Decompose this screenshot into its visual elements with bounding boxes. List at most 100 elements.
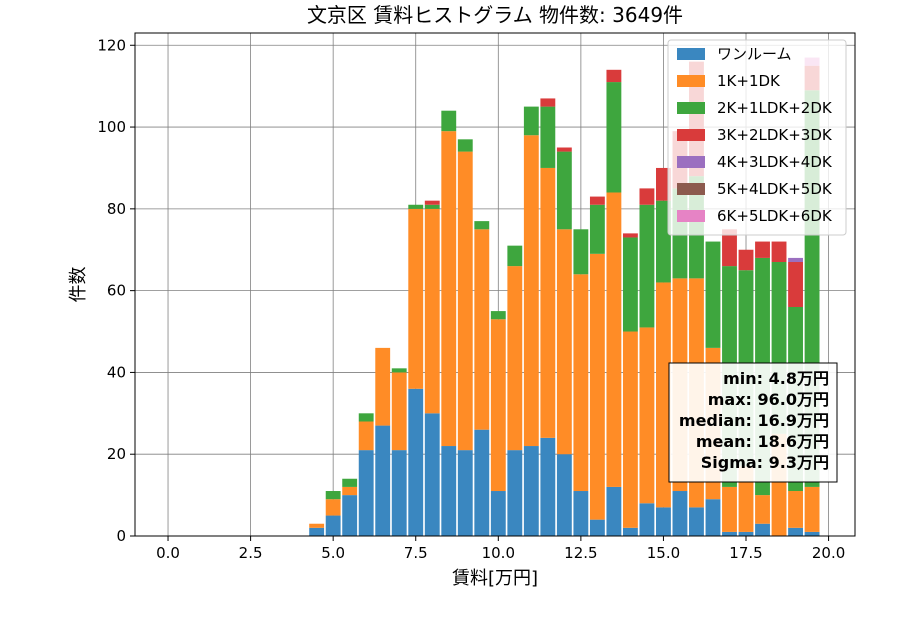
- stats-line: median: 16.9万円: [679, 411, 829, 430]
- x-tick-label: 0.0: [156, 544, 180, 562]
- bar-segment: [474, 429, 490, 536]
- stats-line: Sigma: 9.3万円: [701, 453, 829, 472]
- bar-segment: [788, 527, 803, 536]
- y-tick-label: 60: [107, 282, 126, 300]
- bar-segment: [804, 531, 820, 536]
- legend-label: 2K+1LDK+2DK: [717, 99, 833, 117]
- bar-segment: [523, 106, 539, 136]
- bar-segment: [589, 519, 605, 536]
- bar-segment: [375, 347, 391, 426]
- bar-segment: [788, 262, 803, 307]
- bar-segment: [325, 499, 341, 516]
- bar-segment: [507, 245, 523, 267]
- bar-segment: [556, 229, 572, 455]
- bar-segment: [540, 437, 556, 536]
- bar-segment: [556, 147, 572, 152]
- bar-segment: [424, 413, 440, 536]
- bar-segment: [788, 257, 803, 263]
- bar-segment: [672, 491, 688, 536]
- bar-segment: [689, 507, 704, 536]
- stats-line: max: 96.0万円: [708, 390, 829, 409]
- legend-label: 3K+2LDK+3DK: [717, 126, 833, 144]
- bar-segment: [441, 131, 457, 447]
- x-tick-label: 2.5: [239, 544, 263, 562]
- bar-segment: [622, 331, 638, 528]
- x-tick-label: 7.5: [404, 544, 428, 562]
- legend-swatch: [677, 183, 705, 195]
- bar-segment: [589, 253, 605, 520]
- bar-segment: [755, 523, 770, 536]
- x-tick-label: 20.0: [812, 544, 845, 562]
- bar-segment: [705, 241, 721, 348]
- bar-segment: [424, 204, 440, 209]
- bar-segment: [656, 167, 671, 201]
- legend-label: 6K+5LDK+6DK: [717, 207, 833, 225]
- stats-line: min: 4.8万円: [723, 369, 829, 388]
- y-axis-label: 件数: [68, 267, 89, 303]
- bar-segment: [639, 188, 655, 205]
- bar-segment: [606, 192, 622, 487]
- bar-segment: [573, 229, 589, 275]
- bar-segment: [457, 139, 473, 152]
- bar-segment: [622, 237, 638, 332]
- x-tick-label: 10.0: [482, 544, 515, 562]
- legend-label: ワンルーム: [717, 45, 792, 63]
- bar-segment: [391, 372, 407, 451]
- x-axis-ticks: 0.0 2.5 5.0 7.5 10.0 12.5 15.0 17.5 20.0: [156, 536, 845, 562]
- bar-segment: [622, 527, 638, 536]
- bar-segment: [738, 531, 754, 536]
- chart-title: 文京区 賃料ヒストグラム 物件数: 3649件: [307, 3, 683, 27]
- legend-label: 4K+3LDK+4DK: [717, 153, 833, 171]
- bar-segment: [656, 507, 671, 536]
- y-tick-label: 0: [116, 527, 126, 545]
- bar-segment: [441, 446, 457, 536]
- x-tick-label: 12.5: [564, 544, 597, 562]
- bar-segment: [606, 69, 622, 83]
- bar-segment: [656, 200, 671, 283]
- bar-segment: [788, 491, 803, 528]
- bar-segment: [639, 327, 655, 504]
- y-tick-label: 80: [107, 200, 126, 218]
- bar-segment: [342, 478, 358, 487]
- bar-segment: [540, 167, 556, 438]
- bar-segment: [375, 425, 391, 536]
- bar-segment: [474, 221, 490, 230]
- bar-segment: [804, 486, 820, 532]
- bar-segment: [606, 486, 622, 536]
- bar-segment: [342, 495, 358, 536]
- y-tick-label: 120: [97, 36, 126, 54]
- legend-swatch: [677, 210, 705, 222]
- bar-segment: [722, 486, 737, 532]
- bar-segment: [606, 82, 622, 193]
- bar-segment: [556, 151, 572, 230]
- bar-segment: [573, 274, 589, 492]
- legend-box: [667, 39, 847, 236]
- bar-segment: [771, 241, 787, 263]
- bar-segment: [309, 527, 325, 536]
- bar-segment: [589, 204, 605, 254]
- bar-segment: [738, 466, 754, 532]
- y-axis-ticks: 0 20 40 60 80 100 120: [97, 36, 135, 545]
- bar-segment: [523, 446, 539, 536]
- bar-segment: [424, 208, 440, 414]
- bar-segment: [556, 454, 572, 536]
- y-tick-label: 20: [107, 445, 126, 463]
- bar-segment: [540, 98, 556, 107]
- bar-segment: [309, 523, 325, 528]
- legend-swatch: [677, 156, 705, 168]
- bar-segment: [639, 204, 655, 328]
- bar-segment: [408, 388, 424, 536]
- bar-segment: [325, 515, 341, 536]
- bar-segment: [589, 196, 605, 205]
- bar-segment: [755, 241, 770, 258]
- y-tick-label: 100: [97, 118, 126, 136]
- bar-segment: [490, 491, 506, 536]
- bar-segment: [722, 531, 737, 536]
- legend-label: 1K+1DK: [717, 72, 781, 90]
- bar-segment: [540, 106, 556, 168]
- legend-swatch: [677, 75, 705, 87]
- legend-swatch: [677, 48, 705, 60]
- bar-segment: [424, 200, 440, 205]
- bar-segment: [391, 368, 407, 373]
